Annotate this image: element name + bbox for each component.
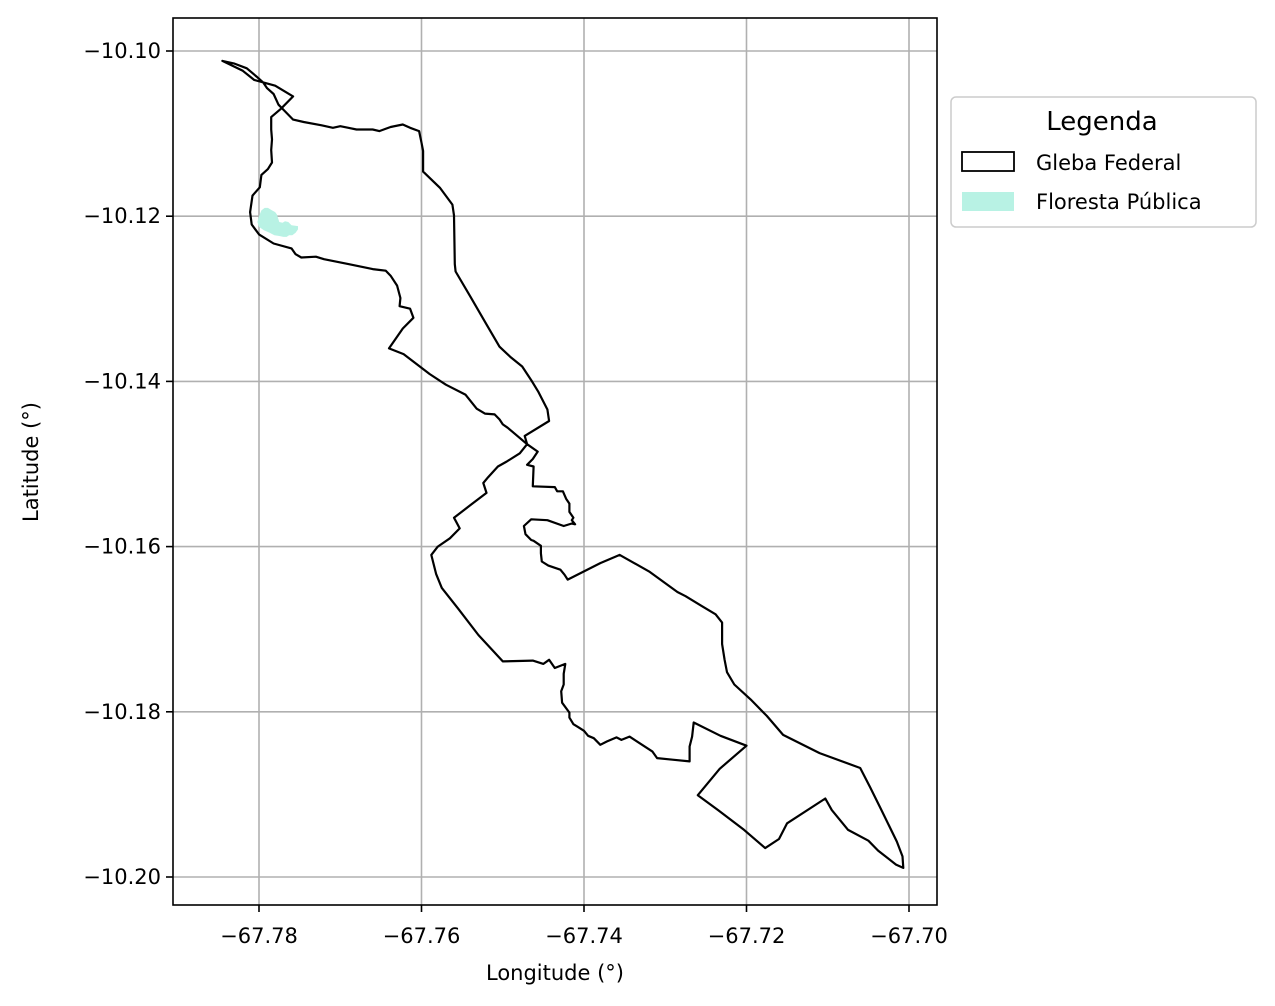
grid-lines xyxy=(173,18,937,905)
legend: Legenda Gleba Federal Floresta Pública xyxy=(950,96,1257,228)
x-tick-label: −67.70 xyxy=(870,924,948,948)
legend-box xyxy=(950,96,1257,228)
legend-title: Legenda xyxy=(1046,107,1157,137)
y-tick-label: −10.20 xyxy=(83,865,161,889)
gleba-federal-polygon xyxy=(221,59,905,870)
legend-label-floresta-publica: Floresta Pública xyxy=(1036,190,1202,214)
legend-swatch-gleba-federal xyxy=(961,151,1015,172)
y-tick-label: −10.12 xyxy=(83,204,161,228)
y-tick-label: −10.10 xyxy=(83,39,161,63)
legend-swatch-floresta-publica xyxy=(962,192,1014,211)
axis-ticks: −67.78 −67.76 −67.74 −67.72 −67.70 −10.10 −10.… xyxy=(83,39,948,948)
x-tick-label: −67.78 xyxy=(220,924,298,948)
x-tick-label: −67.74 xyxy=(545,924,623,948)
y-tick-label: −10.18 xyxy=(83,700,161,724)
y-axis-label: Latitude (°) xyxy=(19,402,43,522)
x-tick-label: −67.72 xyxy=(708,924,786,948)
map-layers xyxy=(221,59,905,870)
y-tick-label: −10.14 xyxy=(83,369,161,393)
axes-frame xyxy=(172,17,938,906)
floresta-publica-polygon xyxy=(257,207,298,237)
x-axis-label: Longitude (°) xyxy=(486,961,624,985)
y-tick-label: −10.16 xyxy=(83,535,161,559)
legend-label-gleba-federal: Gleba Federal xyxy=(1036,151,1181,175)
x-tick-label: −67.76 xyxy=(383,924,461,948)
